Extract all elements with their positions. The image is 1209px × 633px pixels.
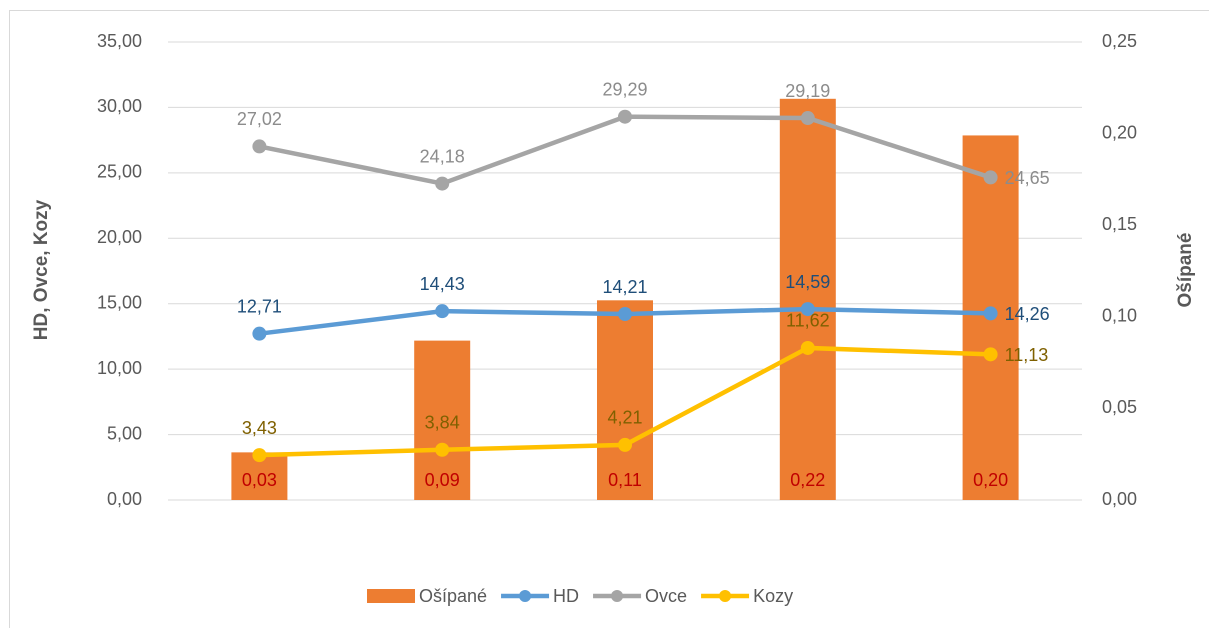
legend-label: Kozy (753, 586, 793, 606)
y-tick-label: 30,00 (97, 96, 142, 116)
marker (984, 306, 998, 320)
y-axis-title: HD, Ovce, Kozy (31, 199, 52, 340)
marker (252, 327, 266, 341)
marker (801, 111, 815, 125)
legend-swatch (519, 590, 531, 602)
y-tick-label: 20,00 (97, 227, 142, 247)
marker (618, 307, 632, 321)
y2-tick-label: 0,10 (1102, 306, 1137, 326)
legend-label: Ovce (645, 586, 687, 606)
marker (801, 341, 815, 355)
marker (435, 304, 449, 318)
data-label: 12,71 (237, 296, 282, 316)
y2-axis-title: Ošípané (1175, 233, 1196, 308)
y2-tick-label: 0,00 (1102, 489, 1137, 509)
marker (618, 110, 632, 124)
data-label: 0,09 (425, 470, 460, 490)
data-label: 14,59 (785, 272, 830, 292)
legend-swatch (611, 590, 623, 602)
data-label: 0,11 (608, 470, 642, 490)
data-label: 14,26 (1005, 304, 1050, 324)
bar (780, 99, 836, 500)
line (259, 117, 990, 184)
data-label: 3,84 (425, 413, 460, 433)
y2-tick-label: 0,25 (1102, 31, 1137, 51)
data-label: 11,13 (1005, 345, 1049, 365)
y-tick-label: 35,00 (97, 31, 142, 51)
legend-swatch (719, 590, 731, 602)
data-label: 29,19 (785, 81, 830, 101)
marker (435, 177, 449, 191)
y-tick-label: 0,00 (107, 489, 142, 509)
y2-tick-label: 0,20 (1102, 122, 1137, 142)
y-tick-label: 25,00 (97, 162, 142, 182)
data-label: 3,43 (242, 418, 277, 438)
data-label: 24,18 (420, 146, 465, 166)
data-label: 0,22 (790, 470, 825, 490)
legend-swatch (367, 589, 415, 603)
data-label: 14,21 (602, 277, 647, 297)
marker (252, 448, 266, 462)
data-label: 0,03 (242, 470, 277, 490)
data-label: 4,21 (607, 408, 642, 428)
marker (252, 139, 266, 153)
data-label: 27,02 (237, 109, 282, 129)
y-tick-label: 10,00 (97, 358, 142, 378)
marker (618, 438, 632, 452)
y2-tick-label: 0,05 (1102, 397, 1137, 417)
marker (435, 443, 449, 457)
data-label: 11,62 (786, 311, 830, 331)
data-label: 0,20 (973, 470, 1008, 490)
y2-tick-label: 0,15 (1102, 214, 1137, 234)
marker (984, 170, 998, 184)
y-tick-label: 15,00 (97, 292, 142, 312)
y-tick-label: 5,00 (107, 423, 142, 443)
marker (984, 347, 998, 361)
data-label: 14,43 (420, 274, 465, 294)
legend-label: Ošípané (419, 586, 487, 606)
data-label: 29,29 (602, 79, 647, 99)
data-label: 24,65 (1005, 168, 1050, 188)
legend-label: HD (553, 586, 579, 606)
